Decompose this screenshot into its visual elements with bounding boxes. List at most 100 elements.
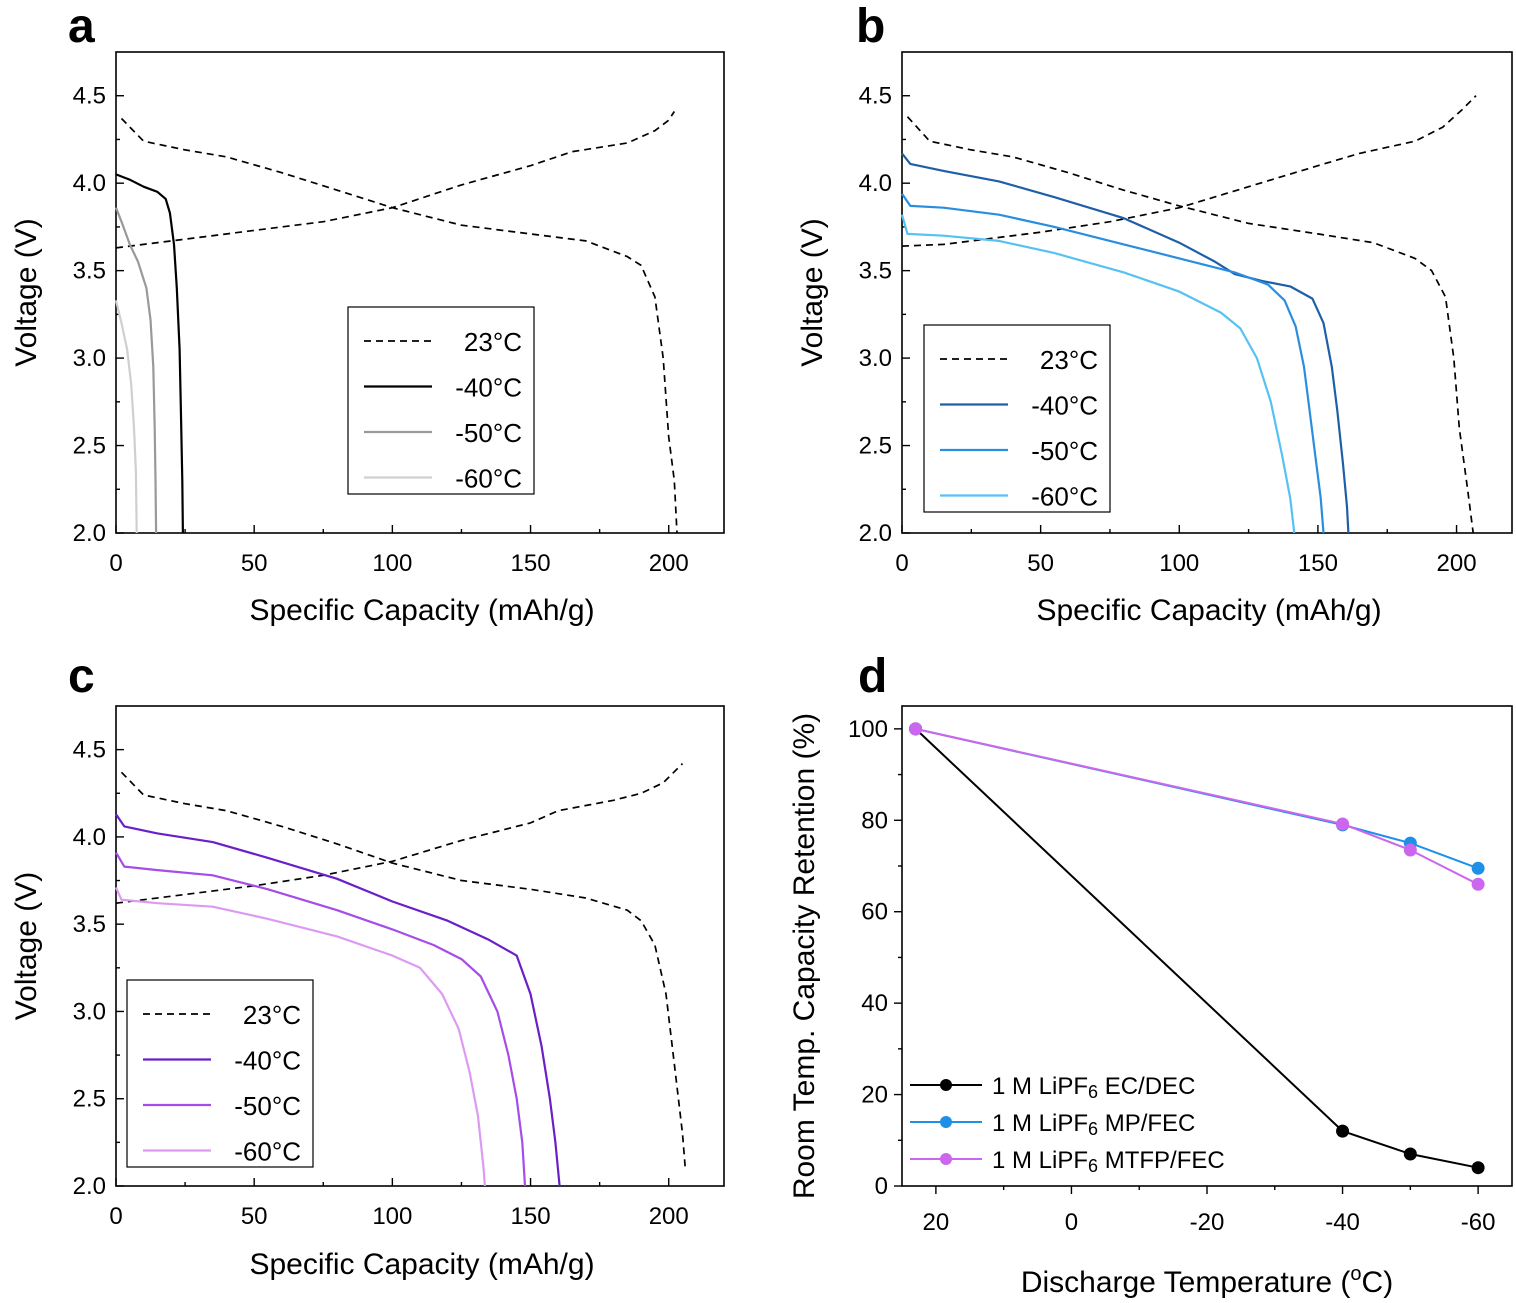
panel-letter: c bbox=[68, 650, 95, 703]
y-tick-label: 3.5 bbox=[859, 258, 892, 285]
x-axis-title-degree: o bbox=[1350, 1263, 1361, 1285]
x-axis-title: Specific Capacity (mAh/g) bbox=[249, 1248, 594, 1281]
legend-label: -40°C bbox=[1031, 391, 1098, 421]
legend-marker bbox=[940, 1153, 952, 1165]
x-tick-label: 50 bbox=[1027, 550, 1054, 577]
legend-label: -60°C bbox=[1031, 482, 1098, 512]
y-tick-label: 2.0 bbox=[73, 520, 106, 547]
legend-label: -60°C bbox=[234, 1137, 301, 1167]
curve-discharge-series-2 bbox=[114, 207, 158, 534]
legend-label: -40°C bbox=[455, 373, 522, 403]
legend-item: -40°C bbox=[364, 373, 522, 403]
legend-label-suffix: MTFP/FEC bbox=[1098, 1147, 1225, 1174]
x-tick-label: 200 bbox=[1437, 550, 1477, 577]
y-tick-label: 2.0 bbox=[73, 1173, 106, 1200]
data-point bbox=[1471, 1161, 1485, 1175]
legend-item: -60°C bbox=[364, 464, 522, 494]
y-tick-label: 20 bbox=[861, 1082, 888, 1109]
curve-discharge-series-2 bbox=[115, 852, 527, 1187]
legend-item: 23°C bbox=[143, 1000, 301, 1030]
curve-discharge-series-0 bbox=[906, 116, 1475, 534]
y-tick-label: 3.0 bbox=[859, 345, 892, 372]
x-tick-label: 150 bbox=[511, 1203, 551, 1230]
x-tick-label: 200 bbox=[649, 550, 689, 577]
y-tick-label: 2.5 bbox=[73, 433, 106, 460]
legend-box bbox=[126, 979, 314, 1168]
x-tick-label: 100 bbox=[372, 550, 412, 577]
legend-label-subscript: 6 bbox=[1088, 1119, 1098, 1139]
legend-item: 23°C bbox=[364, 327, 522, 357]
legend-label: -50°C bbox=[1031, 436, 1098, 466]
x-tick-label: 0 bbox=[109, 1203, 122, 1230]
legend: 23°C -40°C -50°C -60°C bbox=[923, 324, 1111, 513]
legend-label-suffix: MP/FEC bbox=[1098, 1110, 1195, 1137]
legend-label-subscript: 6 bbox=[1088, 1156, 1098, 1176]
data-point bbox=[1471, 877, 1485, 891]
curve-discharge-series-0 bbox=[120, 117, 678, 534]
x-axis-title: Specific Capacity (mAh/g) bbox=[249, 594, 594, 627]
y-axis-title: Room Temp. Capacity Retention (%) bbox=[788, 713, 821, 1199]
x-tick-label: 0 bbox=[1065, 1209, 1078, 1236]
y-tick-label: 0 bbox=[875, 1173, 888, 1200]
panel-d: d 20 0 -20 -40 -60 0 20 40 60 80 100 Discharge Tempe… bbox=[788, 650, 1513, 1299]
x-axis-title: Specific Capacity (mAh/g) bbox=[1036, 594, 1381, 627]
y-tick-label: 60 bbox=[861, 899, 888, 926]
legend: 23°C -40°C -50°C -60°C bbox=[126, 979, 314, 1168]
y-tick-label: 4.5 bbox=[73, 83, 106, 110]
x-tick-label: 50 bbox=[241, 550, 268, 577]
data-point bbox=[1403, 843, 1417, 857]
legend-label-subscript: 6 bbox=[1088, 1082, 1098, 1102]
legend-label: -50°C bbox=[455, 418, 522, 448]
legend-marker bbox=[940, 1116, 952, 1128]
y-tick-label: 3.0 bbox=[73, 998, 106, 1025]
legend-label-suffix: EC/DEC bbox=[1098, 1073, 1195, 1100]
data-point bbox=[1336, 1124, 1350, 1138]
x-tick-label: 20 bbox=[923, 1209, 950, 1236]
x-tick-label: 200 bbox=[649, 1203, 689, 1230]
curve-discharge-series-1 bbox=[115, 813, 561, 1187]
legend-item: 1 M LiPF6 EC/DEC bbox=[910, 1073, 1195, 1102]
x-axis-title: Discharge Temperature (oC) bbox=[1021, 1263, 1393, 1299]
series-line-1 bbox=[915, 727, 1479, 870]
y-tick-label: 2.0 bbox=[859, 520, 892, 547]
x-tick-label: 100 bbox=[372, 1203, 412, 1230]
legend-label: 23°C bbox=[464, 327, 522, 357]
x-tick-label: -60 bbox=[1461, 1209, 1496, 1236]
legend-label-prefix: 1 M LiPF bbox=[992, 1110, 1088, 1137]
panel-letter: b bbox=[856, 0, 885, 53]
series-line-2 bbox=[915, 727, 1479, 886]
legend-item: 1 M LiPF6 MTFP/FEC bbox=[910, 1147, 1225, 1176]
panel-b: b 0 50 100 150 200 2.0 2.5 3.0 3.5 4.0 4.5 Specific … bbox=[796, 0, 1513, 627]
legend-item: -50°C bbox=[364, 418, 522, 448]
y-tick-label: 2.5 bbox=[859, 433, 892, 460]
curve-discharge-series-3 bbox=[900, 214, 1296, 534]
x-tick-label: -20 bbox=[1190, 1209, 1225, 1236]
legend-label: -40°C bbox=[234, 1046, 301, 1076]
legend-label-prefix: 1 M LiPF bbox=[992, 1073, 1088, 1100]
legend-item: -50°C bbox=[940, 436, 1098, 466]
curve-discharge-series-3 bbox=[114, 300, 138, 534]
legend-label: 23°C bbox=[1040, 345, 1098, 375]
panel-c: c 0 50 100 150 200 2.0 2.5 3.0 3.5 4.0 4.5 Specific … bbox=[10, 650, 725, 1281]
legend-label: -50°C bbox=[234, 1091, 301, 1121]
series-line-0 bbox=[914, 728, 1479, 1169]
legend-label: 1 M LiPF6 MP/FEC bbox=[992, 1110, 1195, 1139]
data-point bbox=[1403, 1147, 1417, 1161]
legend-label-prefix: 1 M LiPF bbox=[992, 1147, 1088, 1174]
legend-marker bbox=[940, 1079, 952, 1091]
plot-frame bbox=[115, 51, 725, 534]
y-tick-label: 3.5 bbox=[73, 911, 106, 938]
x-tick-label: 100 bbox=[1159, 550, 1199, 577]
data-point bbox=[909, 722, 923, 736]
curve-discharge-series-3 bbox=[114, 887, 486, 1187]
legend-item: -60°C bbox=[143, 1137, 301, 1167]
legend-item: -50°C bbox=[143, 1091, 301, 1121]
y-tick-label: 4.0 bbox=[73, 824, 106, 851]
x-axis-title-main: Discharge Temperature ( bbox=[1021, 1266, 1351, 1299]
legend-item: 1 M LiPF6 MP/FEC bbox=[910, 1110, 1195, 1139]
y-tick-label: 100 bbox=[848, 716, 888, 743]
curve-discharge-series-1 bbox=[115, 173, 184, 534]
legend-label: 23°C bbox=[243, 1000, 301, 1030]
